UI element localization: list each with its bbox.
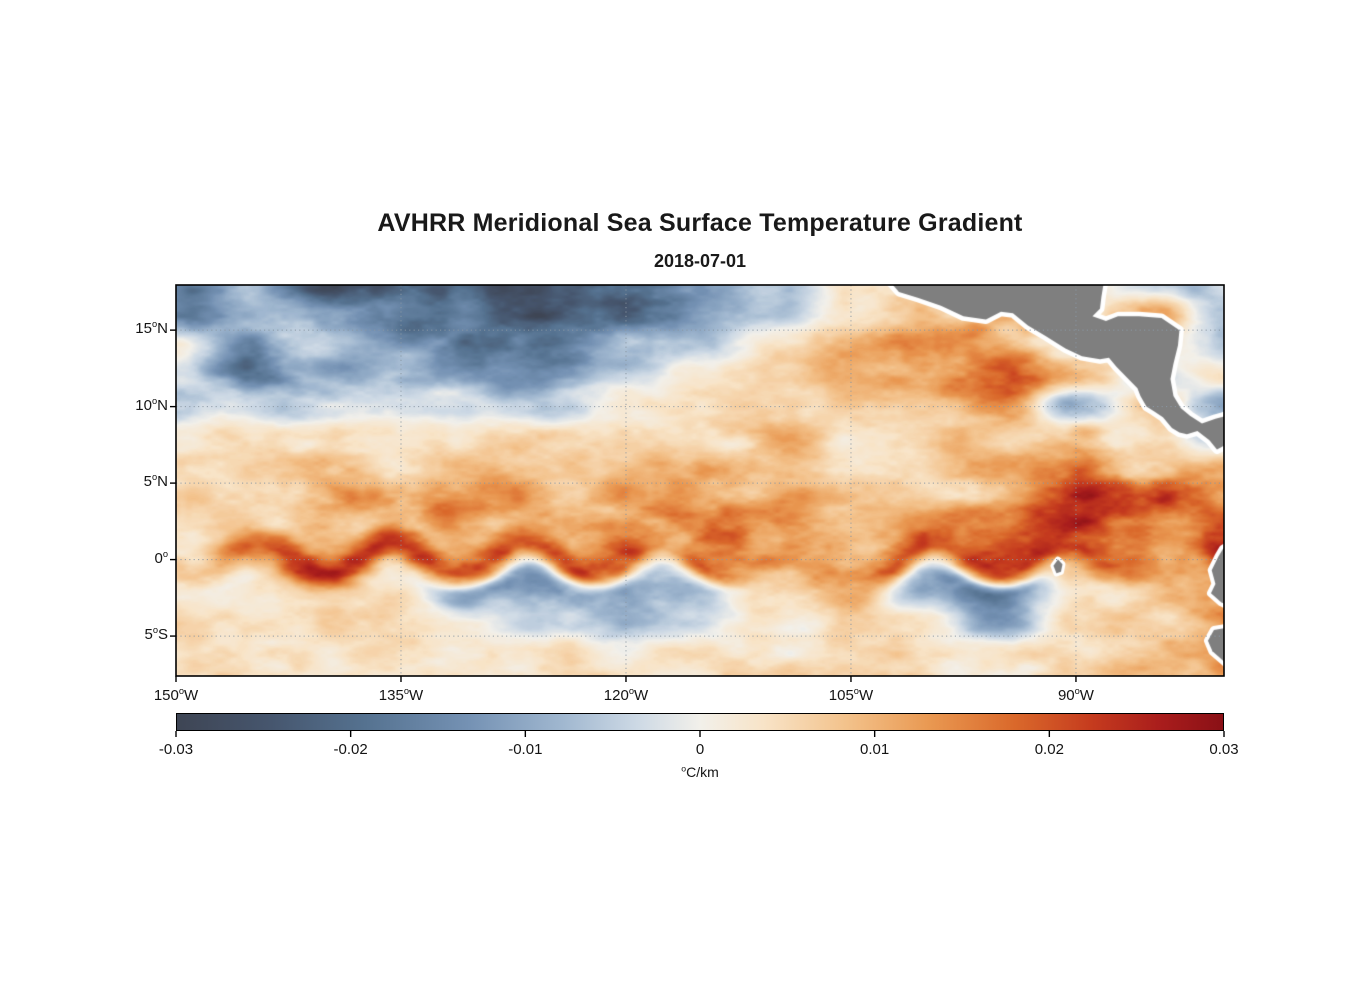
x-tick-label: 90oW xyxy=(1057,686,1094,704)
colorbar-tick-label: 0 xyxy=(695,741,705,758)
y-tick-label: 15oN xyxy=(135,319,168,338)
chart-subtitle: 2018-07-01 xyxy=(653,251,747,271)
chart-title: AVHRR Meridional Sea Surface Temperature… xyxy=(377,209,1023,237)
colorbar xyxy=(176,713,1224,731)
colorbar-tick-label: -0.02 xyxy=(333,741,368,758)
colorbar-tick-label: -0.01 xyxy=(508,741,543,758)
x-tick-label: 135oW xyxy=(378,686,424,704)
colorbar-unit-label: oC/km xyxy=(681,763,719,780)
y-tick-label: 5oN xyxy=(143,472,168,491)
y-tick-label: 5oS xyxy=(144,625,168,644)
y-tick-label: 0o xyxy=(154,548,168,567)
sst-gradient-heatmap xyxy=(176,285,1224,676)
colorbar-tick-label: -0.03 xyxy=(158,741,194,758)
y-tick-label: 10oN xyxy=(135,395,168,414)
colorbar-gradient xyxy=(177,714,1223,730)
x-tick-label: 150oW xyxy=(153,686,199,704)
x-tick-label: 105oW xyxy=(828,686,874,704)
x-tick-label: 120oW xyxy=(603,686,649,704)
colorbar-tick-label: 0.03 xyxy=(1209,741,1239,758)
colorbar-tick-label: 0.02 xyxy=(1034,741,1064,758)
colorbar-tick-label: 0.01 xyxy=(860,741,890,758)
